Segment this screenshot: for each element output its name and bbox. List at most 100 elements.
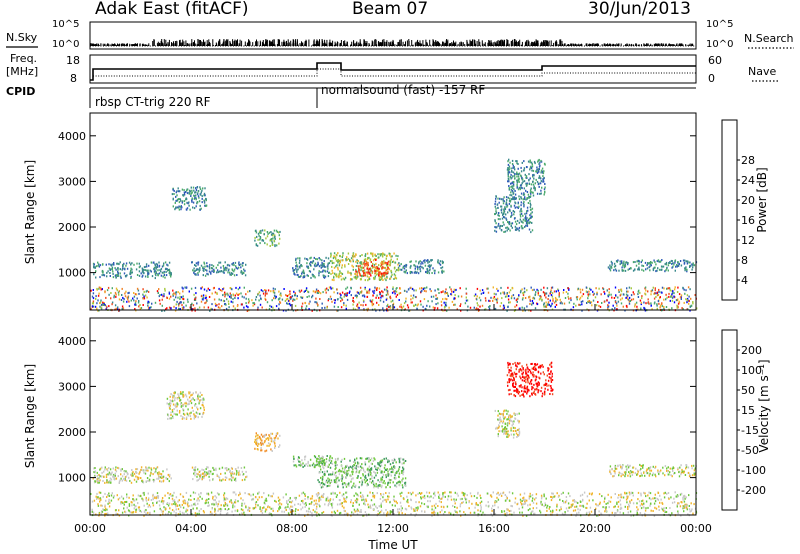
nsky-sample (380, 42, 382, 46)
nsky-sample (304, 43, 306, 46)
nsky-sample (663, 43, 665, 46)
nsky-sample (688, 44, 690, 46)
scatter-region (292, 455, 332, 469)
nsky-sample (185, 40, 187, 46)
nsky-sample (573, 44, 574, 46)
nsky-sample (158, 42, 160, 46)
nsky-sample (186, 43, 188, 46)
y-tick-label: 4000 (58, 130, 86, 143)
nsky-sample (125, 44, 127, 46)
nsky-sample (218, 42, 220, 46)
y-tick-label: 3000 (58, 380, 86, 393)
nsky-sample (209, 42, 211, 46)
nsky-sample (527, 39, 529, 46)
scatter-region (355, 259, 390, 277)
nsky-sample (184, 45, 186, 46)
nsky-sample (534, 43, 536, 46)
scatter-region (494, 409, 521, 439)
nsky-sample (225, 40, 227, 46)
nsky-sample (262, 43, 263, 46)
nsky-sample (473, 44, 475, 46)
nsky-sample (132, 45, 134, 46)
nsky-sample (484, 43, 486, 46)
nsky-sample (592, 43, 594, 46)
nsky-sample (470, 41, 472, 46)
nsky-sample (114, 44, 116, 46)
nsky-sample (520, 44, 522, 46)
nsky-sample (364, 41, 366, 46)
nsky-legend-line (6, 46, 38, 48)
nsky-sample (290, 40, 292, 46)
nsky-sample (402, 41, 404, 46)
nsky-sample (299, 43, 301, 46)
colorbar-tick-label: 28 (741, 154, 755, 167)
nsky-sample (187, 43, 189, 46)
nsky-sample (266, 40, 268, 46)
nsky-sample (382, 39, 384, 46)
nsky-sample (678, 43, 680, 46)
nsky-sample (115, 44, 117, 46)
nsky-sample (614, 44, 616, 46)
nsky-sample (196, 44, 198, 46)
nsky-sample (345, 44, 347, 46)
velocity-ylabel: Slant Range [km] (23, 364, 37, 468)
nsky-sample (665, 43, 667, 46)
nsky-sample (353, 43, 355, 46)
nsky-sample (589, 43, 591, 46)
nsky-sample (212, 44, 214, 46)
nsky-sample (104, 43, 106, 46)
nsky-sample (179, 40, 180, 46)
nsky-sample (626, 43, 628, 46)
nsky-sample (464, 44, 466, 46)
scatter-region (191, 466, 248, 482)
nsky-sample (204, 42, 205, 46)
nsky-sample (481, 40, 483, 46)
nsky-sample (354, 43, 356, 46)
nsky-sample (193, 44, 195, 46)
nsky-sample (215, 42, 217, 46)
nsky-sample (229, 41, 231, 46)
nave-legend-line (752, 80, 780, 82)
nsky-sample (296, 41, 298, 46)
nsky-sample (432, 40, 434, 46)
nsky-sample (333, 44, 335, 46)
nsky-sample (590, 44, 592, 46)
nsky-sample (562, 43, 564, 46)
nsky-sample (433, 41, 435, 46)
nsky-sample (156, 43, 158, 46)
nsky-sample (442, 42, 444, 46)
nsky-sample (575, 43, 577, 46)
nsky-sample (400, 39, 402, 46)
nsky-sample (637, 44, 639, 46)
nsky-sample (663, 44, 665, 46)
nsky-sample (160, 40, 162, 46)
nsky-sample (233, 41, 235, 46)
nsky-sample (109, 44, 111, 46)
nsky-sample (494, 42, 496, 46)
nsky-sample (249, 41, 251, 46)
nsky-sample (122, 43, 124, 46)
nsky-sample (203, 39, 204, 46)
nsky-sample (168, 43, 170, 46)
nsky-sample (314, 44, 316, 46)
power-colorbar-label: Power [dB] (755, 167, 769, 232)
nsky-sample (365, 42, 367, 46)
nsky-sample (264, 44, 265, 46)
nsky-panel (89, 21, 697, 50)
nsky-sample (624, 45, 626, 46)
nsky-sample (422, 44, 424, 46)
nsky-sample (262, 40, 264, 46)
nsky-sample (415, 41, 417, 46)
nsky-sample (208, 42, 210, 46)
nsky-sample (334, 41, 336, 46)
nsky-sample (437, 41, 439, 46)
nsky-sample (451, 42, 453, 46)
nsky-sample (506, 44, 508, 46)
nsky-sample (397, 43, 399, 46)
nsky-sample (412, 44, 414, 46)
scatter-region (398, 259, 445, 275)
nsky-sample (232, 39, 234, 46)
nsky-sample (487, 42, 489, 46)
nsky-sample (449, 43, 451, 46)
freq-tick-low: 8 (70, 72, 77, 85)
